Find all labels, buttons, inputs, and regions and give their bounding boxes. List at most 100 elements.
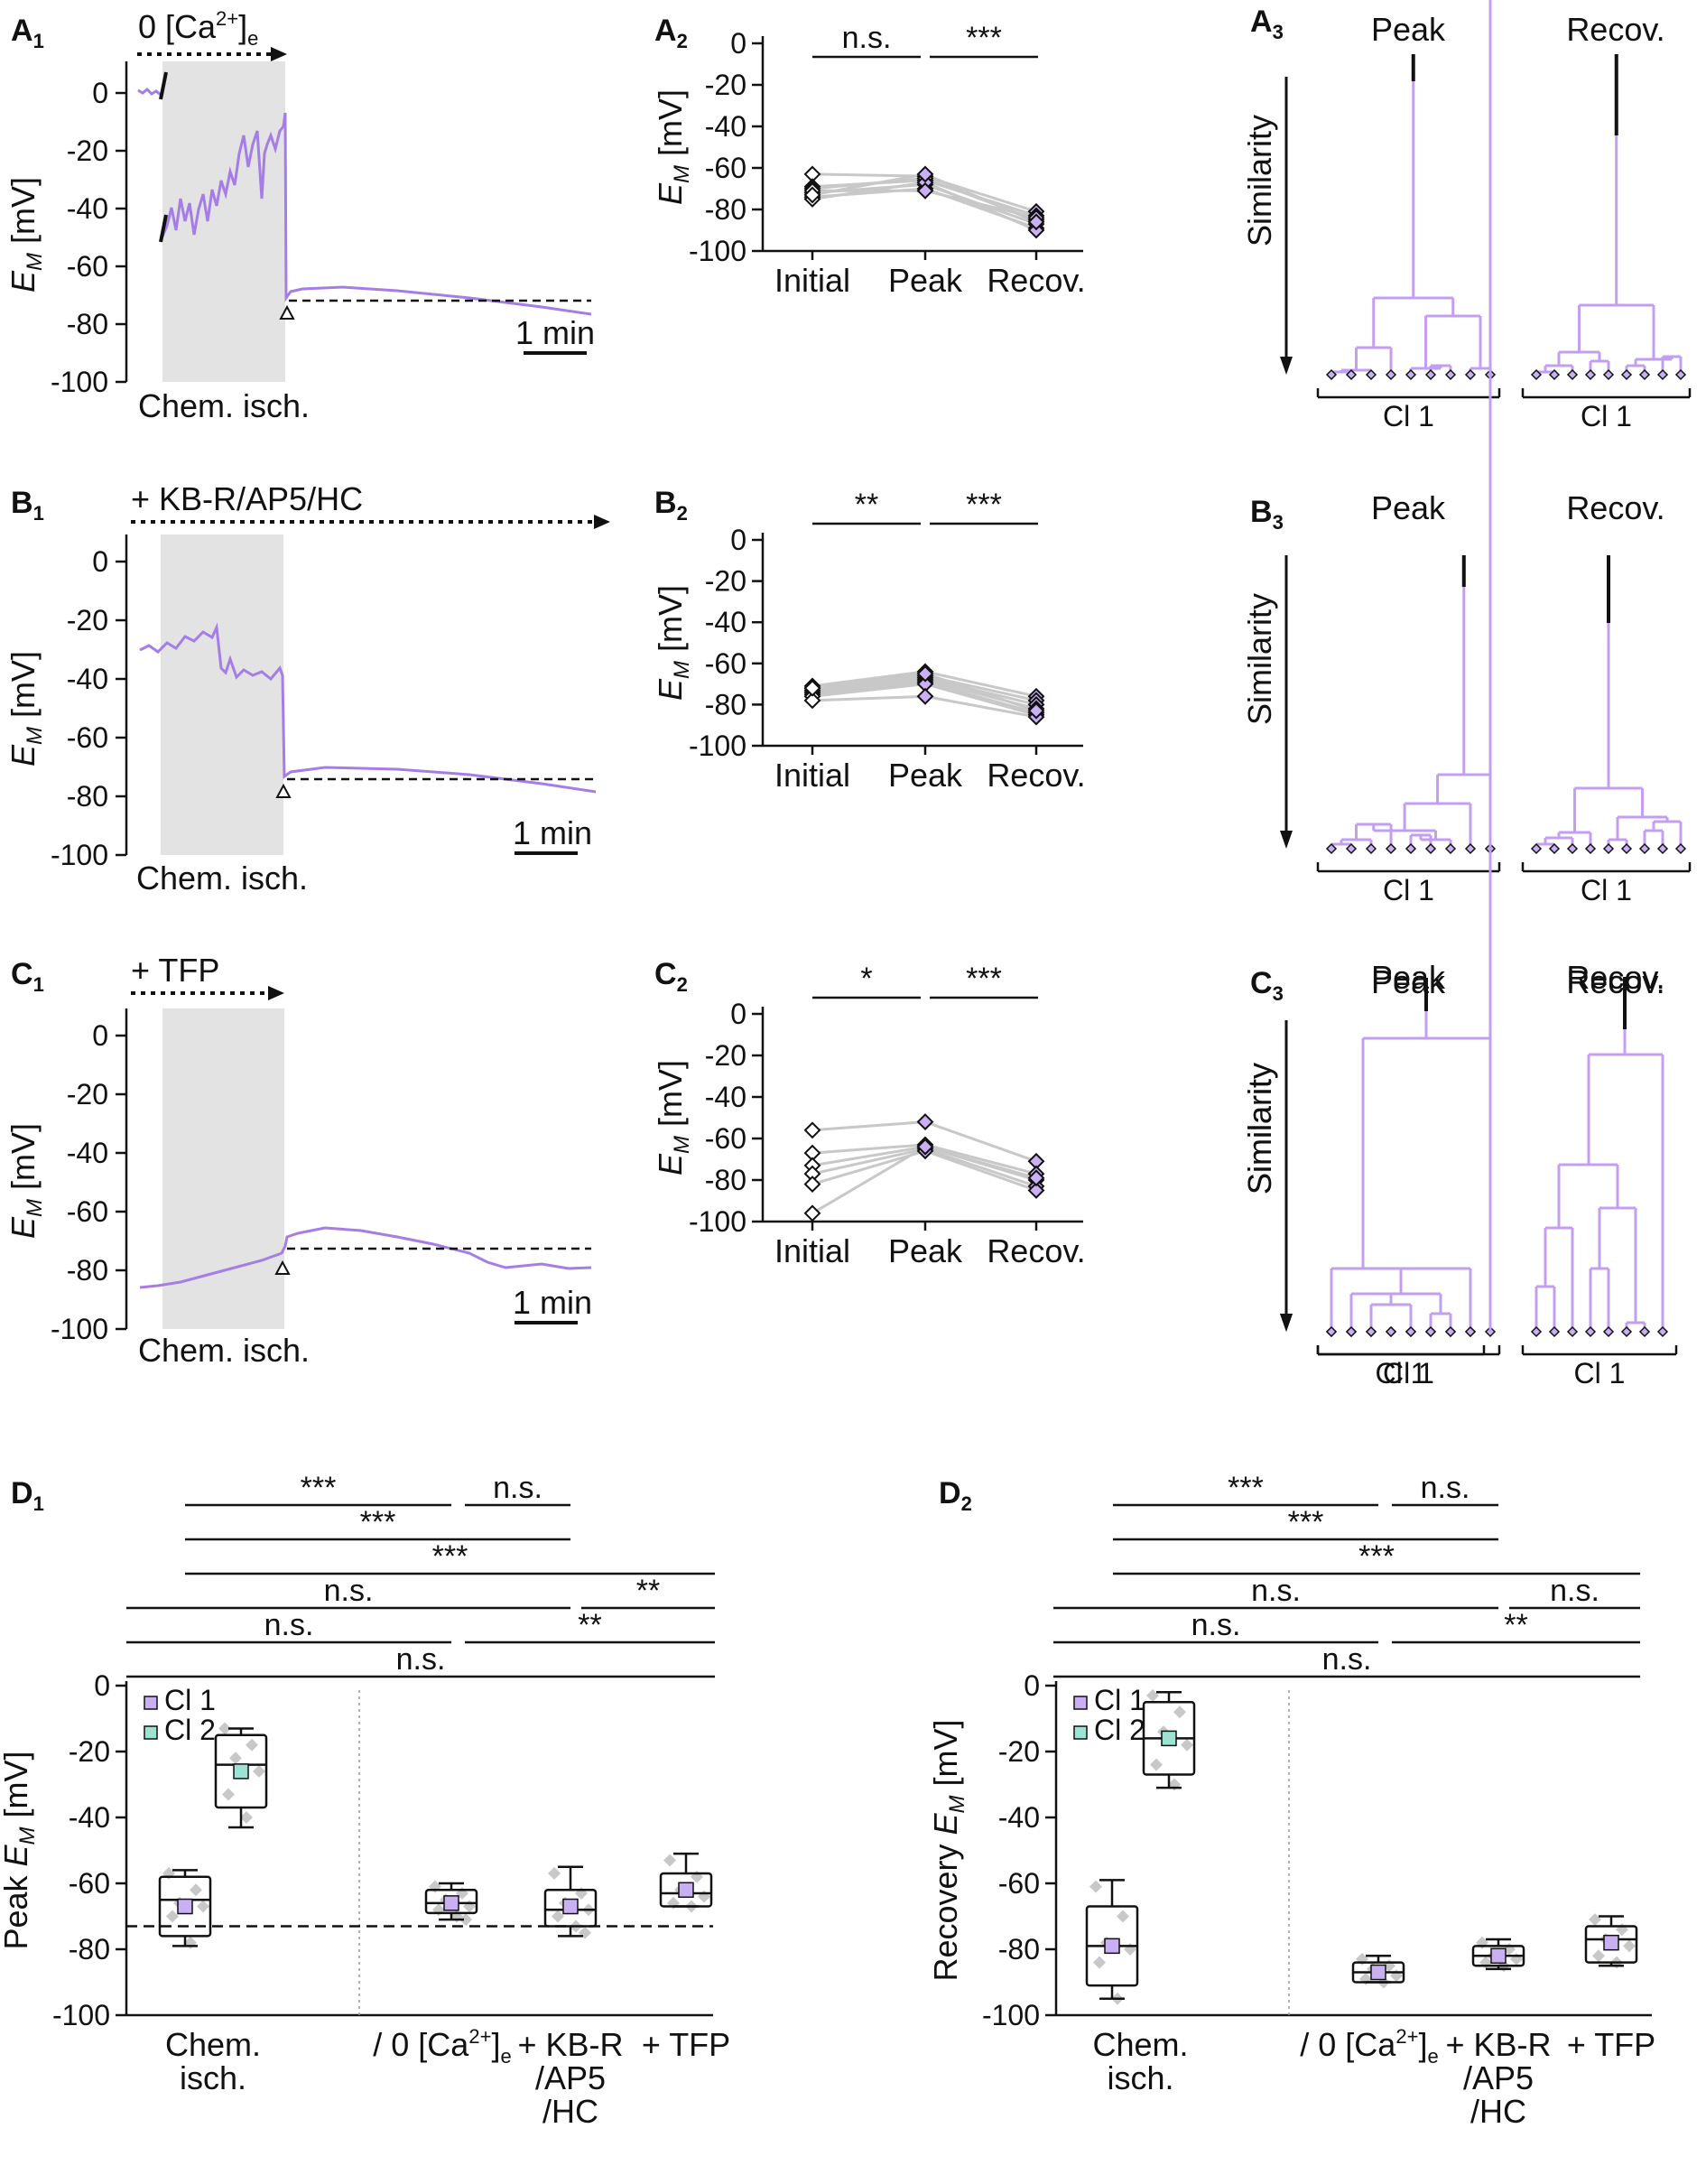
- y-label-B1: EM [mV]: [5, 651, 47, 767]
- y-tick-label-D2-5: -100: [982, 1999, 1040, 2031]
- x-label-kbr-line1-D1: + KB-R: [517, 2026, 623, 2063]
- dendro-leaf-recov-c-2: [1566, 1325, 1579, 1338]
- y-tick-label-C2-2: -40: [705, 1081, 746, 1113]
- mean-marker-D2-2: [1370, 1964, 1386, 1981]
- data-point-D2-0-1: [1117, 1910, 1129, 1923]
- dendro-leaf-recov-0-4: [1602, 368, 1615, 381]
- sig-label-D1-0a: ***: [301, 1471, 337, 1505]
- dendro-leaf-recov-1-2: [1566, 842, 1579, 855]
- chem-label-C1: Chem. isch.: [138, 1332, 310, 1369]
- dendro-leaf-recov-1-4: [1602, 842, 1615, 855]
- data-point-D1-3-4: [552, 1910, 564, 1923]
- chem-ischemia-shade-C1: [162, 1008, 284, 1329]
- scale-label-C1: 1 min: [513, 1284, 592, 1321]
- y-tick-label-B2-4: -80: [705, 688, 746, 720]
- condition-arrow-A1: [137, 47, 287, 61]
- dendro-peak-label-c: Peak: [1371, 963, 1446, 1000]
- y-tick-label-D1-4: -80: [69, 1933, 110, 1966]
- sig-label-D2-2: ***: [1358, 1539, 1395, 1574]
- dendro-leaf-peak-1-4: [1405, 842, 1417, 855]
- x-label-kbr-line3-D1: /HC: [542, 2093, 598, 2130]
- y-tick-label-D1-5: -100: [52, 1999, 110, 2031]
- cluster-label-peak-1: Cl 1: [1383, 874, 1434, 906]
- y-tick-label-D2-1: -20: [998, 1735, 1040, 1768]
- cluster-label-recov-c: Cl 1: [1574, 1357, 1626, 1389]
- mean-marker-D2-1: [1161, 1730, 1177, 1747]
- data-point-B2-7-2: [1027, 702, 1045, 720]
- sig-label-B2-1: **: [855, 488, 878, 522]
- y-label-D1: Peak EM [mV]: [0, 1751, 40, 1949]
- y-tick-label-D1-2: -40: [69, 1801, 110, 1834]
- y-tick-label-D1-0: 0: [94, 1669, 110, 1702]
- sig-label-C2-2: ***: [966, 962, 1002, 996]
- data-point-D1-1-5: [240, 1811, 253, 1824]
- y-ticks-B1: 0 -20 -40 -60 -80 -100: [51, 545, 126, 871]
- x-label-chem-line2-D2: isch.: [1107, 2059, 1173, 2096]
- mean-marker-D1-1: [233, 1763, 249, 1780]
- dendro-leaf-peak-c-0: [1325, 1325, 1338, 1338]
- y-label-D2: Recovery EM [mV]: [927, 1719, 969, 1981]
- dendro-leaf-recov-c-1: [1548, 1325, 1561, 1338]
- dendro-leaf-peak-1-2: [1365, 842, 1377, 855]
- similarity-arrowhead-c: [1280, 1314, 1293, 1332]
- dendro-leaf-peak-0-6: [1444, 368, 1457, 381]
- y-tick-label-D1-1: -20: [69, 1735, 110, 1768]
- sig-label-C2-1: *: [860, 962, 872, 996]
- sig-label-D1-2: ***: [432, 1539, 468, 1574]
- y-label-A2: EM [mV]: [652, 89, 694, 205]
- y-tick-label-A2-1: -20: [705, 69, 746, 101]
- sig-label-D1-1: ***: [360, 1505, 396, 1539]
- dendro-leaf-recov-0-1: [1548, 368, 1561, 381]
- y-tick-label-D2-3: -60: [998, 1867, 1040, 1900]
- y-tick-label-A2-2: -40: [705, 110, 746, 143]
- dendro-leaf-peak-1-0: [1325, 842, 1338, 855]
- y-ticks-A1: 0 -20 -40 -60 -80 -100: [51, 77, 126, 398]
- y-label-C1: EM [mV]: [5, 1123, 47, 1239]
- dendro-leaf-recov-0-6: [1638, 368, 1651, 381]
- sig-label-D1-3a: n.s.: [324, 1574, 374, 1608]
- data-point-D1-0-4: [166, 1910, 179, 1923]
- dendro-leaf-recov-1-8: [1674, 842, 1687, 855]
- dendro-leaf-recov-0-8: [1674, 368, 1687, 381]
- sig-label-D2-3b: n.s.: [1550, 1574, 1599, 1608]
- dendro-leaf-recov-0-5: [1620, 368, 1633, 381]
- panel-C2: C2 0 -20 -40 -60 -80 -100 Initial Peak Recov. EM …: [652, 957, 1086, 1269]
- y-ticks-C1: 0 -20 -40 -60 -80 -100: [51, 1019, 126, 1345]
- mean-marker-D1-0: [177, 1898, 193, 1915]
- data-point-D1-1-2: [229, 1752, 242, 1765]
- dendro-recov-label-1: Recov.: [1566, 489, 1664, 526]
- y-tick-label-A2-4: -80: [705, 193, 746, 226]
- similarity-label-0: Similarity: [1241, 115, 1278, 246]
- data-point-D1-2-6: [459, 1913, 472, 1927]
- svg-text:-100: -100: [51, 1313, 108, 1345]
- em-trace-A1: [137, 87, 592, 316]
- panel-C1: C1 + TFP 0 -20 -40 -60 -80 -100 EM [mV] …: [5, 952, 592, 1369]
- data-point-C2-4-0: [803, 1176, 821, 1194]
- mean-marker-D2-3: [1490, 1947, 1507, 1965]
- sig-label-D2-5: n.s.: [1322, 1642, 1372, 1677]
- y-tick-label-A2-5: -100: [689, 235, 746, 267]
- dendro-leaf-recov-c-5: [1620, 1325, 1633, 1338]
- sig-label-D2-1: ***: [1288, 1505, 1324, 1539]
- dendro-leaf-recov-0-3: [1584, 368, 1597, 381]
- dendro-leaf-peak-1-6: [1444, 842, 1457, 855]
- similarity-label-1: Similarity: [1241, 593, 1278, 725]
- sig-label-D2-0b: n.s.: [1421, 1471, 1470, 1505]
- x-label-peak: Peak: [888, 1232, 963, 1269]
- mean-marker-D1-3: [562, 1898, 579, 1915]
- y-tick-label-A2-3: -60: [705, 152, 746, 184]
- x-label-initial: Initial: [774, 1232, 850, 1269]
- tick-80: -80: [67, 308, 108, 340]
- dendro-leaf-peak-1-7: [1464, 842, 1477, 855]
- panel-D2: D2 0 -20 -40 -60 -80 -100 Recovery EM [mV] Cl 1…: [927, 1471, 1655, 2130]
- svg-text:-80: -80: [67, 1254, 108, 1287]
- time-marker-B1: [275, 783, 292, 798]
- data-point-A2-7-0: [803, 186, 821, 204]
- legend-label-cl2-D2: Cl 2: [1094, 1714, 1145, 1746]
- data-point-D1-1-0: [218, 1722, 231, 1735]
- x-label-kbr-line3-D2: /HC: [1470, 2093, 1526, 2130]
- dendro-leaf-peak-0-1: [1345, 368, 1358, 381]
- data-point-D1-1-4: [222, 1788, 235, 1801]
- x-label-tfp-D1: + TFP: [642, 2026, 730, 2063]
- similarity-label-2: Similarity: [1241, 1063, 1278, 1194]
